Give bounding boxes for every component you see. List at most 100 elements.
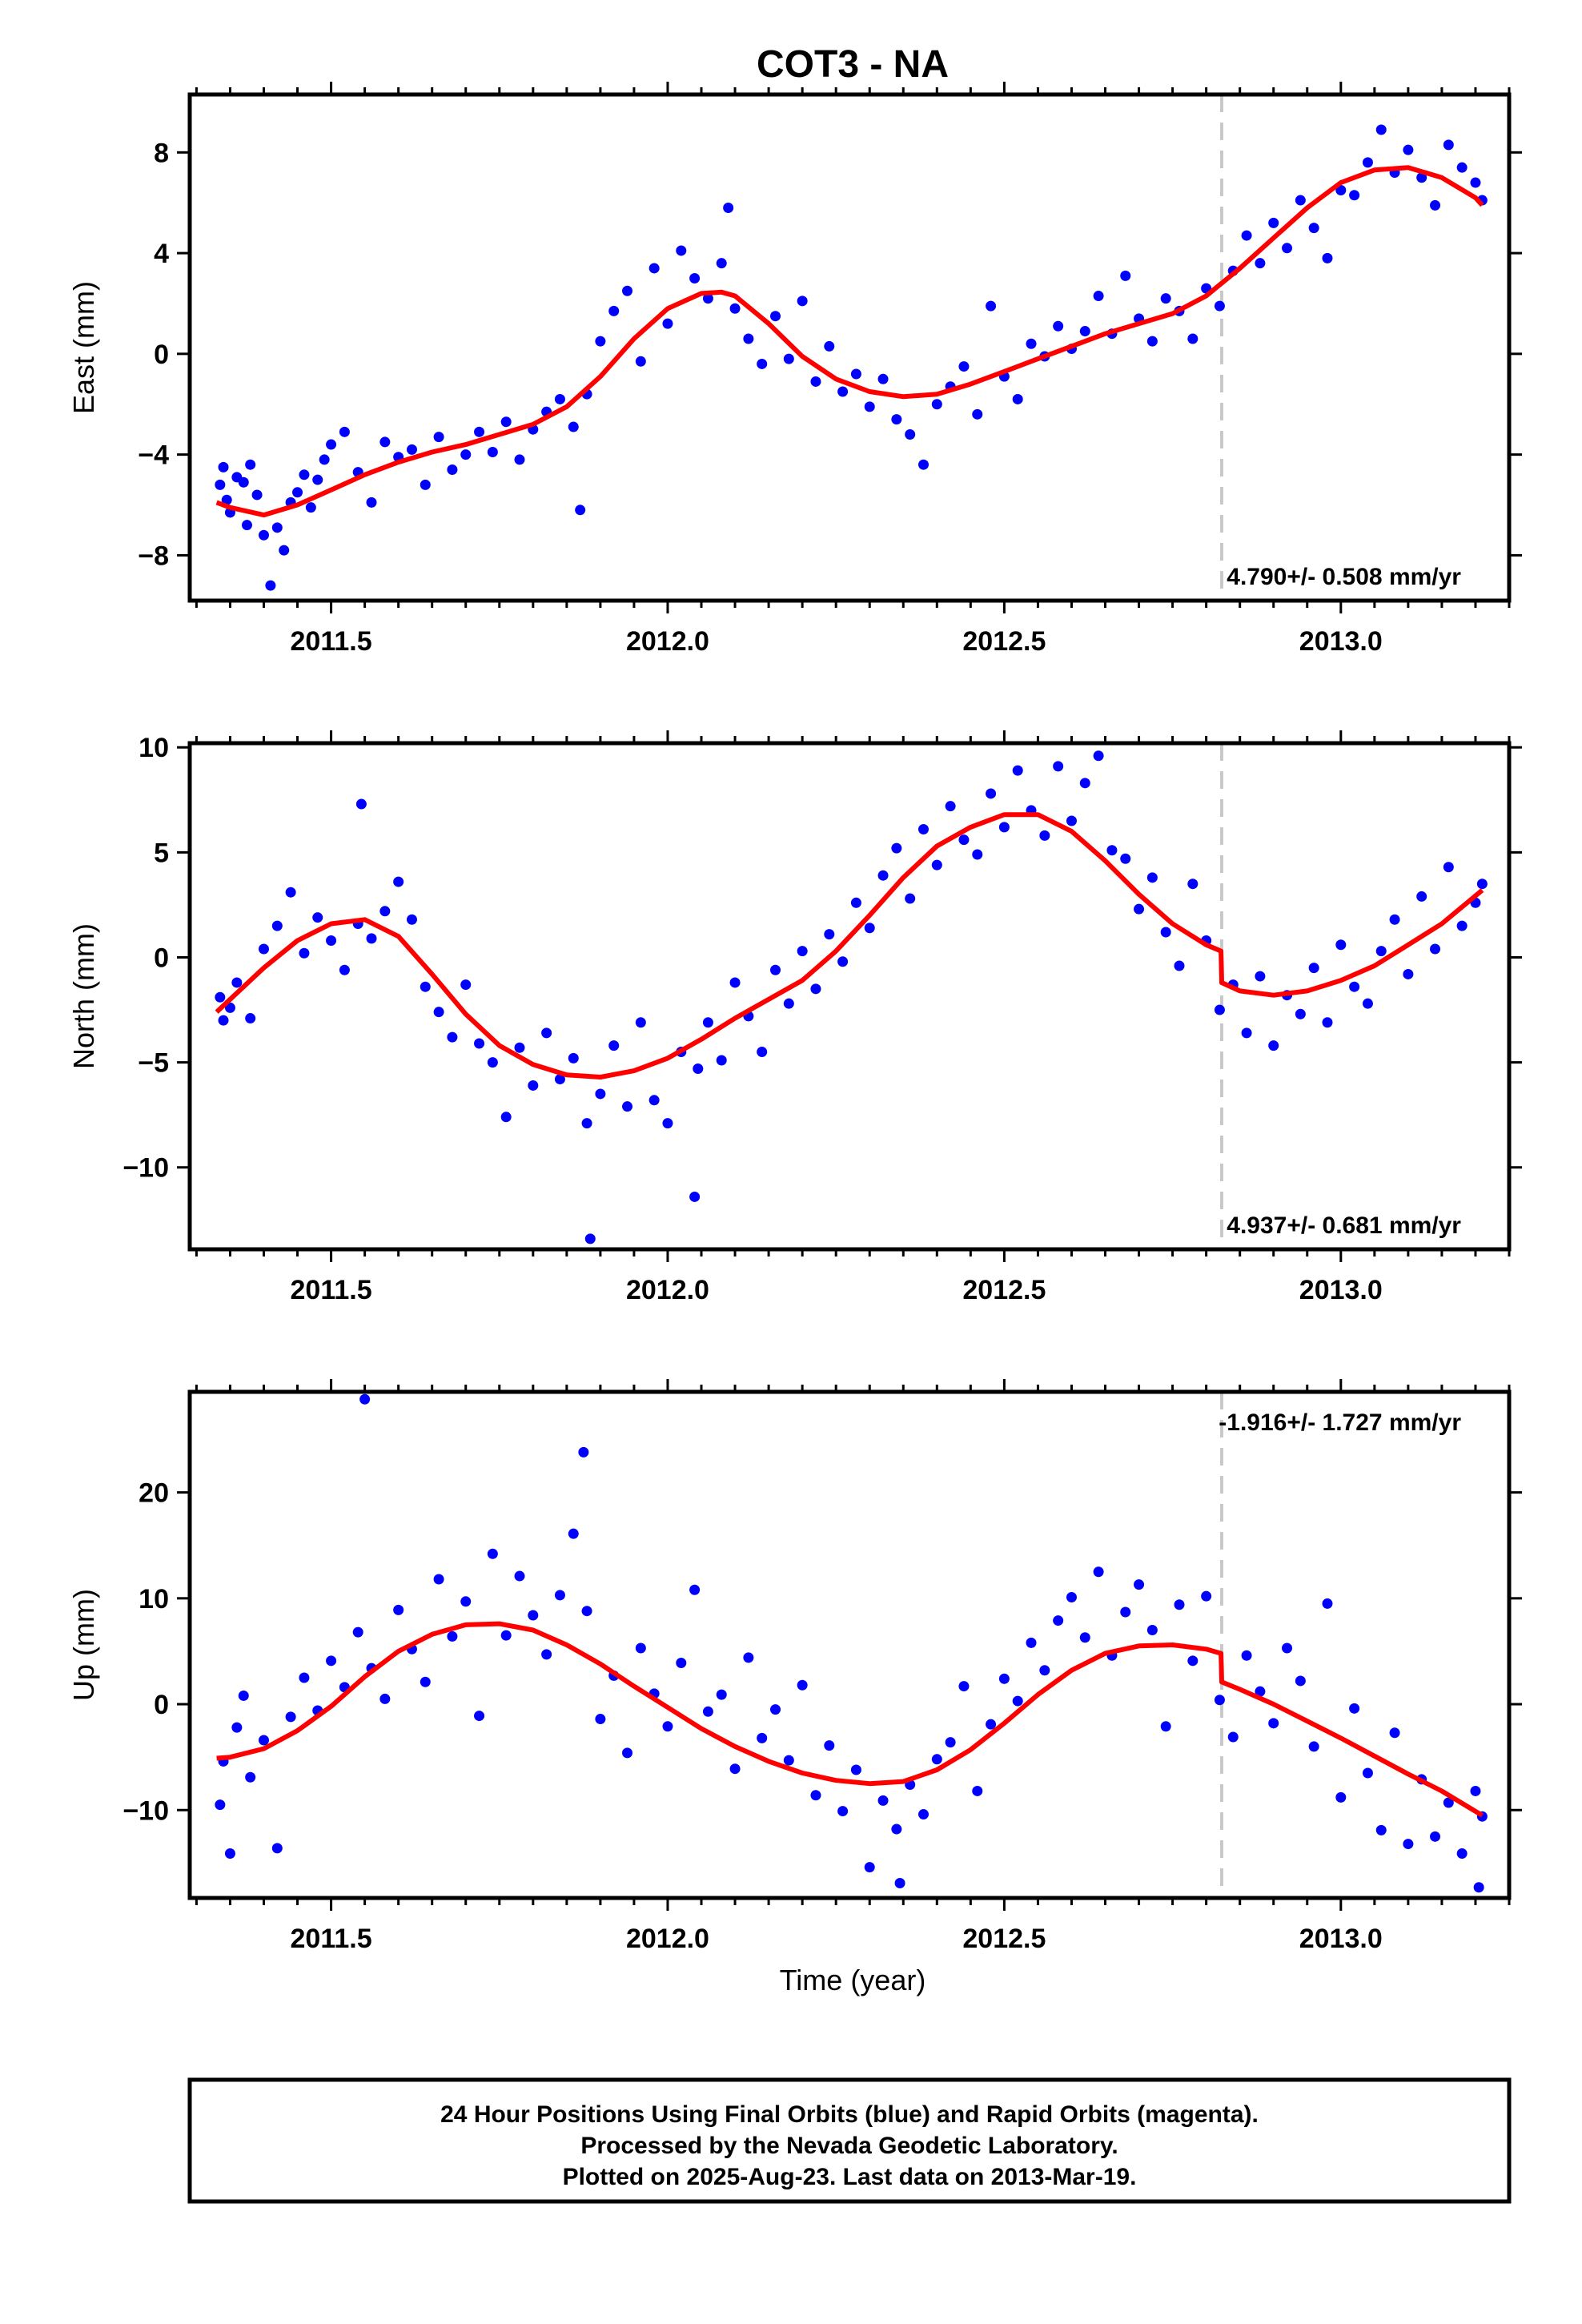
up-data-point [729, 1763, 741, 1775]
footer-line-2: Processed by the Nevada Geodetic Laborat… [580, 2133, 1118, 2159]
footer-line-3: Plotted on 2025-Aug-23. Last data on 201… [563, 2164, 1137, 2190]
north-data-point [514, 1042, 525, 1053]
up-data-point [1282, 1642, 1293, 1654]
north-data-point [635, 1017, 646, 1028]
north-data-point [824, 929, 835, 940]
north-data-point [433, 1007, 444, 1018]
up-data-point [1403, 1839, 1414, 1850]
north-data-point [393, 876, 404, 887]
north-data-point [1476, 879, 1488, 890]
east-data-point [797, 296, 808, 307]
up-data-point [837, 1806, 849, 1817]
up-data-point [1039, 1665, 1050, 1676]
up-x-tick-label: 2012.0 [626, 1924, 709, 1954]
north-data-point [224, 1002, 235, 1013]
north-data-point [1039, 830, 1050, 841]
panels: 2011.5 2012.0 2012.5 2013.0 −8 −4 0 4 8 East (mm)… [67, 82, 1522, 1954]
north-data-point [864, 923, 875, 934]
east-data-point [986, 300, 997, 312]
east-data-point [891, 414, 902, 425]
up-data-point [447, 1630, 458, 1642]
east-data-point [1282, 243, 1293, 254]
east-data-point [279, 545, 290, 556]
up-data-point [581, 1606, 592, 1617]
north-data-point [1403, 968, 1414, 979]
east-data-point [931, 399, 942, 410]
up-data-point [215, 1799, 226, 1811]
north-data-point [1174, 960, 1185, 971]
north-data-point [783, 998, 794, 1009]
north-data-point [528, 1080, 539, 1091]
east-data-point [1214, 300, 1225, 312]
north-data-point [689, 1191, 701, 1202]
up-data-point [1160, 1721, 1171, 1732]
north-data-point [1295, 1008, 1306, 1019]
up-data-point [931, 1754, 942, 1765]
up-data-point [1093, 1566, 1104, 1578]
up-data-point [326, 1655, 337, 1667]
east-data-point [241, 520, 252, 531]
up-data-point [1470, 1785, 1481, 1796]
up-data-point [1430, 1831, 1441, 1842]
up-data-point [891, 1823, 902, 1835]
up-data-point [662, 1721, 673, 1732]
east-data-point [729, 303, 741, 314]
up-data-point [474, 1711, 485, 1722]
footer-line-1: 24 Hour Positions Using Final Orbits (bl… [440, 2101, 1259, 2128]
north-x-tick-label: 2012.5 [962, 1275, 1046, 1305]
east-data-point [474, 426, 485, 437]
east-data-point [1362, 157, 1373, 168]
up-data-point [1456, 1848, 1468, 1859]
north-data-point [1214, 1004, 1225, 1015]
east-data-point [1308, 223, 1319, 234]
up-data-point [359, 1393, 371, 1405]
north-y-tick-label: −10 [122, 1153, 169, 1184]
east-data-point [917, 459, 929, 470]
east-data-point [1255, 258, 1266, 269]
up-data-point [1120, 1606, 1131, 1618]
north-data-point [729, 977, 741, 988]
east-data-point [757, 358, 768, 369]
east-data-point [877, 373, 889, 384]
up-y-tick-label: −10 [122, 1795, 169, 1826]
east-data-point [1375, 124, 1387, 135]
east-data-point [1335, 184, 1347, 195]
north-data-point [447, 1031, 458, 1043]
up-y-axis-label: Up (mm) [67, 1589, 100, 1701]
north-data-point [355, 798, 367, 810]
north-data-point [541, 1027, 552, 1039]
up-data-point [917, 1809, 929, 1820]
east-data-point [837, 386, 849, 397]
east-data-point [1012, 393, 1023, 404]
north-data-point [1430, 943, 1441, 955]
north-data-point [1187, 879, 1199, 890]
north-x-tick-label: 2013.0 [1299, 1275, 1383, 1305]
east-data-point [251, 489, 263, 501]
up-marks [215, 1393, 1488, 1893]
east-data-point [271, 522, 283, 533]
up-data-point [299, 1672, 310, 1683]
east-data-point [487, 446, 498, 457]
up-data-point [578, 1446, 589, 1458]
east-data-point [1120, 270, 1131, 281]
east-data-point [245, 459, 256, 470]
up-data-point [1322, 1598, 1333, 1609]
north-data-point [326, 935, 337, 947]
east-data-point [215, 479, 226, 490]
east-x-tick-label: 2012.0 [626, 626, 709, 657]
up-data-point [1146, 1624, 1158, 1635]
up-data-point [245, 1771, 256, 1783]
east-data-point [312, 474, 323, 485]
east-data-point [366, 497, 377, 508]
east-data-point [1443, 139, 1454, 151]
up-data-point [635, 1642, 646, 1654]
north-data-point [581, 1118, 592, 1129]
up-data-point [1362, 1767, 1373, 1779]
east-x-tick-label: 2012.5 [962, 626, 1046, 657]
north-data-point [299, 947, 310, 959]
north-data-point [648, 1095, 660, 1106]
up-data-point [689, 1584, 701, 1595]
north-y-axis-label: North (mm) [67, 923, 100, 1069]
east-data-point [716, 258, 727, 269]
east-data-point [1187, 333, 1199, 344]
